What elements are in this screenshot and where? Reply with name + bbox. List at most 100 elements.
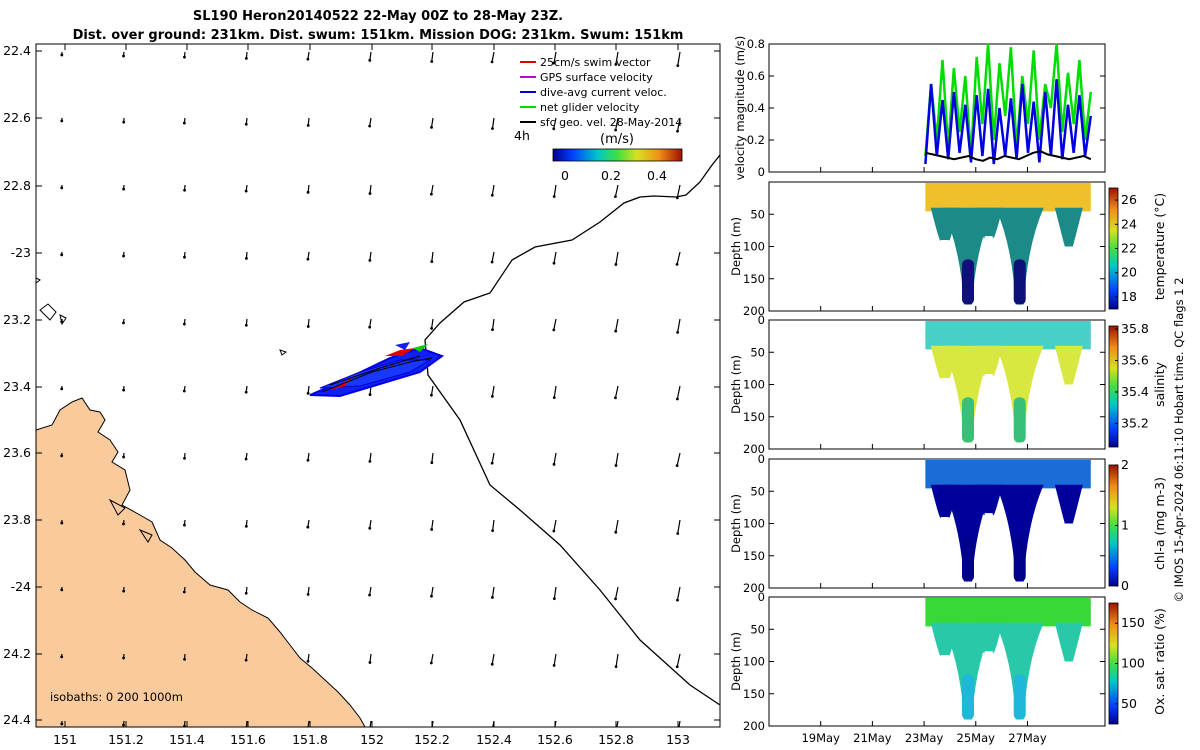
current-vector <box>676 117 681 132</box>
velocity-series-line <box>925 150 1092 162</box>
current-vector <box>491 51 495 63</box>
current-vector-head <box>122 455 125 459</box>
colorbar-tick-label: 2 <box>1121 457 1129 472</box>
current-vector <box>614 385 619 398</box>
current-vector <box>369 51 372 61</box>
current-vector <box>431 51 434 62</box>
current-vector-head <box>552 195 556 198</box>
section-plume-deep <box>1013 259 1026 305</box>
section-plume-deep <box>962 536 975 582</box>
section-plume <box>974 484 1003 516</box>
current-vector-head <box>60 253 64 257</box>
section-ytick-label: 50 <box>750 345 765 359</box>
colorbar-label: temperature (°C) <box>1152 193 1167 300</box>
section-panel: 0 50 100 150 200 Depth (m) 50 100 150 Ox. sat. ra… <box>729 590 1167 733</box>
current-vectors <box>60 51 681 727</box>
current-vector <box>615 452 619 466</box>
lat-tick-label: 23.4 <box>3 379 31 394</box>
velocity-ytick-label: 0 <box>758 165 765 179</box>
current-vector-head <box>122 187 126 191</box>
current-vector <box>615 117 619 131</box>
current-vector-head <box>306 458 310 462</box>
section-ylabel: Depth (m) <box>729 355 743 414</box>
current-vector-head <box>429 192 433 196</box>
current-vector <box>369 653 372 663</box>
current-vector <box>491 251 495 263</box>
lat-tick-label: 22.8 <box>3 178 31 193</box>
lat-tick-label: -23 <box>11 245 31 260</box>
current-vector-head <box>614 195 617 199</box>
section-plume <box>1054 207 1083 247</box>
glider-track <box>424 154 720 706</box>
current-vector-head <box>368 325 372 329</box>
lon-tick-label: 152.6 <box>537 732 573 747</box>
lat-tick-label: -24 <box>11 579 31 594</box>
current-vector-head <box>552 396 556 399</box>
current-vector <box>615 653 619 667</box>
section-ytick-label: 150 <box>743 687 765 701</box>
current-vector-head <box>60 53 64 57</box>
title-line-2: Dist. over ground: 231km. Dist. swum: 15… <box>73 28 684 43</box>
current-vector <box>677 519 681 534</box>
current-vector <box>430 586 434 597</box>
current-vector-head <box>183 255 186 259</box>
current-vector <box>431 452 434 463</box>
colorbar-tick-label: 35.4 <box>1121 384 1149 399</box>
section-colorbar <box>1108 325 1119 448</box>
land-mass <box>36 397 366 727</box>
current-vector-head <box>491 127 494 130</box>
current-vector-head <box>490 394 494 398</box>
section-ytick-label: 0 <box>758 452 765 466</box>
section-plume <box>1054 622 1083 662</box>
section-ytick-label: 0 <box>758 313 765 327</box>
current-vector-head <box>676 330 680 334</box>
velocity-ytick-label: 0.6 <box>747 69 765 83</box>
current-vector-head <box>306 57 310 61</box>
current-vector-head <box>614 597 617 601</box>
current-vector <box>369 452 372 462</box>
map-colorbar-tick-2: 0.4 <box>647 168 667 183</box>
map-panel: 22.4 22.6 22.8 -23 23.2 23.4 23.6 23.8 -24 24.2 24… <box>3 43 721 747</box>
current-vector <box>615 251 619 265</box>
current-vector <box>553 318 557 331</box>
current-vector-head <box>430 528 434 531</box>
section-surface <box>925 183 1091 212</box>
section-plume <box>974 622 1003 654</box>
current-vector <box>677 318 681 333</box>
current-vector-head <box>244 189 248 193</box>
colorbar-unit: (m/s) <box>600 132 634 147</box>
section-ytick-label: 200 <box>743 442 765 456</box>
section-ytick-label: 100 <box>743 655 765 669</box>
current-vector-head <box>183 188 186 192</box>
colorbar-tick-label: 22 <box>1121 241 1137 256</box>
colorbar-tick-label: 35.6 <box>1121 353 1149 368</box>
current-vector <box>553 385 557 398</box>
current-vector <box>676 184 681 198</box>
current-vector <box>553 586 557 599</box>
colorbar-tick-label: 1 <box>1121 518 1129 533</box>
current-vector <box>553 51 557 64</box>
current-vector-head <box>182 322 186 326</box>
section-plume <box>930 484 959 518</box>
current-vector <box>491 117 495 129</box>
current-vector-head <box>60 454 64 458</box>
colorbar-tick-label: 100 <box>1121 656 1145 671</box>
current-vector <box>491 318 495 330</box>
colorbar-label: salinity <box>1152 361 1167 406</box>
current-vector-head <box>183 523 186 527</box>
current-vector <box>491 586 495 598</box>
current-vector-head <box>430 461 434 465</box>
section-ytick-label: 100 <box>743 240 765 254</box>
current-vector-head <box>552 529 556 533</box>
legend-net-glider-velocity: net glider velocity <box>540 101 640 114</box>
velocity-ytick-label: 0.2 <box>747 133 765 147</box>
section-ytick-label: 50 <box>750 207 765 221</box>
current-vector-head <box>614 396 617 400</box>
section-ytick-label: 50 <box>750 484 765 498</box>
lat-tick-label: 23.6 <box>3 445 31 460</box>
current-vector-head <box>490 193 494 197</box>
current-vector <box>430 385 434 396</box>
current-vector-head <box>552 127 556 131</box>
lat-tick-label: 24.4 <box>3 712 31 727</box>
